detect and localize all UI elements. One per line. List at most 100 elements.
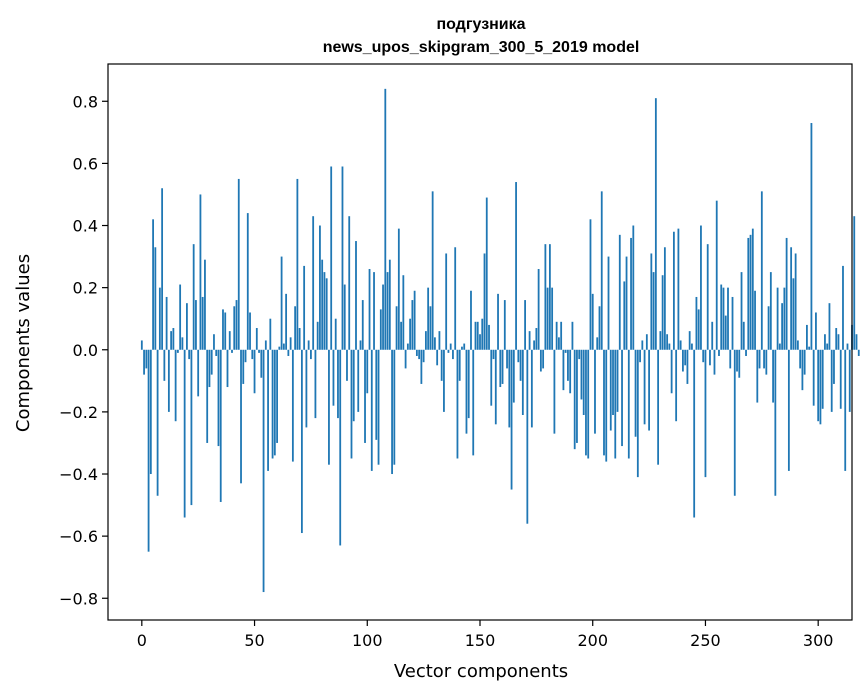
bar-205	[603, 349, 605, 456]
bar-93	[350, 349, 353, 459]
bar-223	[643, 349, 646, 425]
bar-252	[709, 349, 711, 366]
x-tick-label-200: 200	[577, 631, 608, 650]
bar-89	[341, 166, 344, 350]
bar-91	[346, 349, 348, 381]
bar-202	[596, 337, 599, 350]
bar-203	[598, 306, 601, 350]
bar-87	[337, 349, 339, 419]
bar-59	[273, 349, 276, 456]
bar-210	[614, 349, 617, 459]
bar-289	[792, 278, 795, 350]
bar-66	[289, 337, 292, 350]
bar-35	[219, 349, 222, 502]
bar-29	[206, 349, 209, 443]
bar-42	[235, 300, 238, 350]
bar-297	[810, 123, 813, 350]
bar-254	[713, 349, 716, 375]
bar-235	[670, 349, 673, 394]
bar-204	[600, 191, 603, 350]
bar-261	[729, 349, 732, 369]
bar-186	[560, 321, 563, 350]
y-tick-label-7: 0.6	[73, 154, 98, 173]
bar-15	[174, 349, 177, 422]
bar-217	[630, 237, 632, 350]
bar-121	[413, 290, 416, 350]
bar-68	[294, 306, 297, 350]
bar-316	[853, 216, 856, 350]
bar-116	[402, 275, 405, 350]
bar-243	[688, 331, 691, 350]
bar-280	[772, 349, 774, 403]
bar-165	[512, 349, 515, 403]
bar-25	[197, 349, 200, 397]
bar-101	[368, 269, 371, 350]
bar-109	[386, 272, 389, 350]
bar-281	[774, 349, 777, 496]
x-tick-label-300: 300	[803, 631, 834, 650]
bar-102	[370, 349, 373, 471]
bar-139	[454, 247, 457, 350]
x-tick-label-250: 250	[690, 631, 721, 650]
bar-80	[321, 259, 324, 350]
bar-267	[742, 321, 745, 350]
bar-22	[190, 349, 193, 506]
bar-270	[749, 234, 752, 350]
bar-86	[334, 318, 337, 350]
bar-221	[639, 349, 641, 363]
bar-182	[551, 287, 554, 350]
bar-137	[449, 343, 452, 350]
bar-222	[641, 340, 644, 350]
bar-245	[693, 349, 696, 518]
bar-74	[307, 340, 310, 350]
bar-178	[542, 349, 545, 369]
bar-11	[165, 296, 168, 350]
bar-162	[506, 349, 508, 369]
bar-60	[276, 349, 278, 443]
bar-48	[249, 312, 251, 350]
bar-226	[650, 253, 653, 350]
bar-264	[736, 349, 738, 372]
bar-282	[776, 287, 779, 350]
bar-197	[585, 349, 587, 456]
x-axis-label: Vector components	[394, 661, 568, 682]
bar-207	[607, 256, 610, 350]
bar-236	[672, 231, 675, 350]
bar-194	[578, 349, 581, 360]
bar-219	[634, 349, 637, 437]
bar-28	[204, 259, 206, 350]
bar-158	[497, 293, 499, 350]
bar-120	[411, 300, 414, 350]
bar-167	[517, 349, 520, 363]
bar-211	[616, 349, 619, 412]
bar-274	[758, 349, 761, 369]
bar-154	[488, 324, 490, 350]
bar-251	[706, 244, 709, 350]
bar-307	[833, 349, 835, 384]
bar-67	[291, 349, 294, 462]
bar-237	[675, 349, 678, 422]
bar-181	[548, 244, 551, 350]
bar-12	[167, 349, 170, 412]
bar-224	[645, 334, 648, 350]
bar-272	[754, 290, 756, 350]
bar-108	[384, 88, 387, 350]
bar-304	[826, 343, 829, 350]
bar-55	[264, 340, 267, 350]
plot-frame	[107, 63, 853, 621]
bar-49	[251, 349, 254, 360]
bar-244	[691, 343, 693, 350]
bar-146	[470, 290, 472, 350]
bar-148	[474, 321, 477, 350]
bar-129	[431, 191, 434, 350]
bar-250	[704, 349, 707, 478]
bar-72	[303, 265, 306, 350]
bar-32	[213, 334, 215, 350]
bar-201	[594, 349, 596, 434]
bar-4	[149, 349, 152, 475]
y-axis-label: Components values	[13, 254, 34, 432]
bar-257	[720, 284, 723, 350]
bar-233	[666, 334, 669, 350]
bar-88	[339, 349, 342, 546]
bar-183	[553, 349, 556, 434]
